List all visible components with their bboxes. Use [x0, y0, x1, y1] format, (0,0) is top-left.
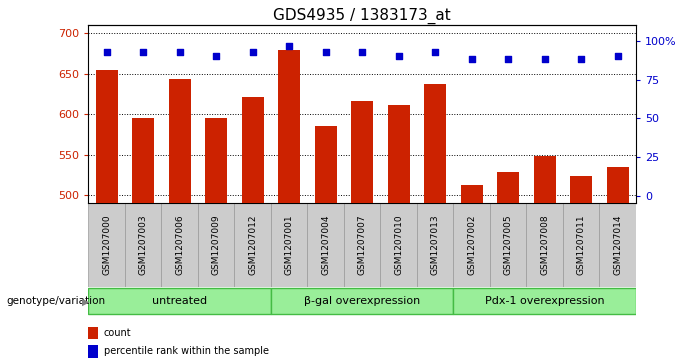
Text: GSM1207006: GSM1207006 — [175, 215, 184, 276]
Bar — [161, 203, 198, 287]
Point — [284, 42, 294, 48]
Point — [466, 57, 477, 62]
Text: GSM1207014: GSM1207014 — [613, 215, 622, 275]
Bar — [88, 345, 98, 358]
Bar — [454, 288, 636, 314]
Bar — [388, 105, 409, 203]
Bar — [198, 203, 235, 287]
Text: genotype/variation: genotype/variation — [7, 296, 106, 306]
Bar — [271, 288, 454, 314]
Bar — [351, 101, 373, 203]
Text: GSM1207009: GSM1207009 — [211, 215, 220, 276]
Text: GSM1207008: GSM1207008 — [540, 215, 549, 276]
Text: GSM1207001: GSM1207001 — [285, 215, 294, 276]
Bar — [205, 118, 227, 203]
Bar — [88, 203, 125, 287]
Bar — [88, 327, 98, 339]
Bar — [460, 185, 483, 203]
Text: GSM1207013: GSM1207013 — [430, 215, 439, 276]
Point — [320, 49, 331, 54]
Title: GDS4935 / 1383173_at: GDS4935 / 1383173_at — [273, 8, 451, 24]
Bar — [424, 83, 446, 203]
Bar — [235, 203, 271, 287]
Bar — [315, 126, 337, 203]
Text: count: count — [104, 328, 131, 338]
Point — [503, 57, 513, 62]
Bar — [132, 118, 154, 203]
Bar — [271, 203, 307, 287]
Bar — [454, 203, 490, 287]
Point — [101, 49, 112, 54]
Bar — [497, 172, 519, 203]
Bar — [241, 97, 264, 203]
Bar — [307, 203, 344, 287]
Bar — [380, 203, 417, 287]
Point — [393, 53, 404, 59]
Bar — [278, 50, 300, 203]
Point — [248, 49, 258, 54]
Text: GSM1207012: GSM1207012 — [248, 215, 257, 275]
Point — [174, 49, 185, 54]
Point — [539, 57, 550, 62]
Bar — [570, 176, 592, 203]
Bar — [96, 70, 118, 203]
Point — [137, 49, 149, 54]
Text: percentile rank within the sample: percentile rank within the sample — [104, 346, 269, 356]
Bar — [125, 203, 161, 287]
Bar — [607, 167, 628, 203]
Text: Pdx-1 overexpression: Pdx-1 overexpression — [485, 296, 605, 306]
Bar — [534, 156, 556, 203]
Point — [612, 53, 623, 59]
Bar — [563, 203, 599, 287]
Bar — [344, 203, 380, 287]
Text: GSM1207002: GSM1207002 — [467, 215, 476, 275]
Point — [211, 53, 222, 59]
Text: ▶: ▶ — [82, 296, 89, 306]
Point — [356, 49, 367, 54]
Text: β-gal overexpression: β-gal overexpression — [304, 296, 420, 306]
Text: GSM1207011: GSM1207011 — [577, 215, 585, 276]
Bar — [169, 79, 190, 203]
Text: GSM1207010: GSM1207010 — [394, 215, 403, 276]
Text: GSM1207005: GSM1207005 — [504, 215, 513, 276]
Text: GSM1207004: GSM1207004 — [321, 215, 330, 275]
Text: GSM1207007: GSM1207007 — [358, 215, 367, 276]
Text: GSM1207003: GSM1207003 — [139, 215, 148, 276]
Bar — [490, 203, 526, 287]
Text: untreated: untreated — [152, 296, 207, 306]
Point — [430, 49, 441, 54]
Bar — [526, 203, 563, 287]
Bar — [599, 203, 636, 287]
Bar — [88, 288, 271, 314]
Text: GSM1207000: GSM1207000 — [102, 215, 111, 276]
Point — [575, 57, 586, 62]
Bar — [417, 203, 454, 287]
